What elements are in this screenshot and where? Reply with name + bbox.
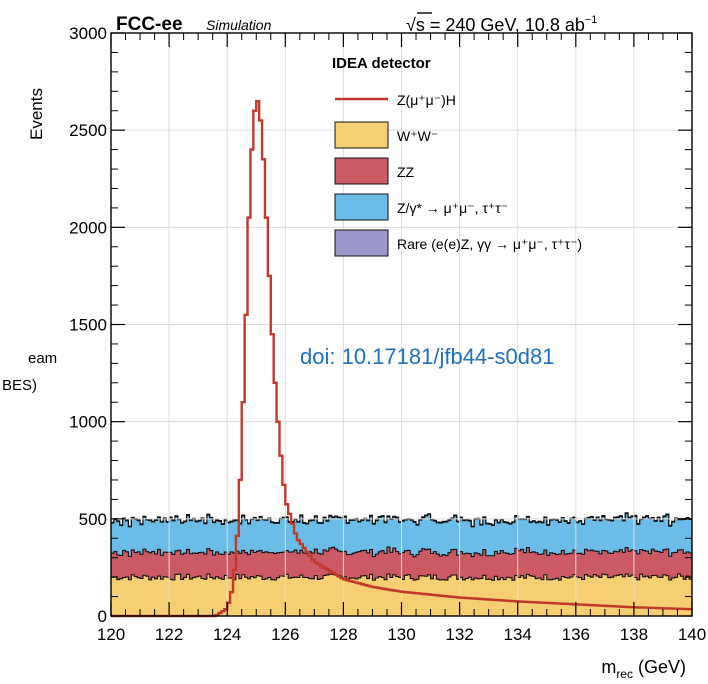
- x-tick-label: 120: [97, 625, 125, 644]
- x-axis-label-unit: (GeV): [633, 657, 686, 677]
- x-tick-label: 134: [504, 625, 532, 644]
- legend-swatch-ww: [334, 121, 389, 149]
- x-tick-label: 136: [562, 625, 590, 644]
- x-tick-label: 124: [213, 625, 241, 644]
- energy-label-text: √s = 240 GeV, 10.8 ab: [406, 15, 585, 35]
- energy-label: √s = 240 GeV, 10.8 ab−1: [406, 14, 597, 35]
- simulation-label: Simulation: [206, 17, 272, 33]
- y-axis-label: Events: [27, 88, 46, 140]
- legend: Z(μ⁺μ⁻)H W⁺W⁻ ZZ Z/γ* → μ⁺μ⁻, τ⁺τ⁻ Rare (e(e…: [334, 92, 582, 257]
- x-axis-label-sub: rec: [616, 667, 633, 681]
- legend-label-zz: ZZ: [397, 164, 415, 180]
- x-tick-label: 128: [329, 625, 357, 644]
- doi-text: doi: 10.17181/jfb44-s0d81: [300, 344, 554, 369]
- x-tick-label: 140: [678, 625, 706, 644]
- legend-label-rare: Rare (e(e)Z, γγ → μ⁺μ⁻, τ⁺τ⁻): [397, 236, 582, 252]
- detector-label: IDEA detector: [332, 55, 431, 72]
- x-tick-label: 130: [387, 625, 415, 644]
- legend-swatch-zgamma: [334, 193, 389, 221]
- x-tick-label: 138: [620, 625, 648, 644]
- cut-text-2: BES): [2, 377, 37, 394]
- legend-swatch-zz: [334, 157, 389, 185]
- x-axis-label-main: m: [601, 657, 616, 677]
- experiment-label: FCC-ee: [116, 14, 183, 35]
- axes: 120 122 124 126 128 130 132 134 136 138 140 0 500 100…: [69, 24, 706, 644]
- y-tick-label: 1000: [69, 413, 107, 432]
- y-tick-label: 0: [98, 607, 107, 626]
- signal-line: [111, 99, 692, 618]
- x-tick-label: 122: [155, 625, 183, 644]
- legend-swatch-rare: [334, 229, 389, 257]
- y-tick-label: 500: [79, 510, 107, 529]
- legend-label-zgamma: Z/γ* → μ⁺μ⁻, τ⁺τ⁻: [397, 200, 508, 216]
- cut-text-1: eam: [28, 350, 57, 367]
- signal-histogram: [111, 99, 692, 618]
- x-tick-label: 126: [271, 625, 299, 644]
- x-axis-label: mrec (GeV): [601, 657, 686, 681]
- x-tick-label: 132: [445, 625, 473, 644]
- y-tick-label: 2500: [69, 121, 107, 140]
- legend-label-signal: Z(μ⁺μ⁻)H: [397, 92, 456, 108]
- energy-exponent: −1: [585, 14, 598, 26]
- y-tick-label: 2000: [69, 218, 107, 237]
- y-tick-label: 1500: [69, 316, 107, 335]
- legend-label-ww: W⁺W⁻: [397, 128, 438, 144]
- y-tick-label: 3000: [69, 24, 107, 43]
